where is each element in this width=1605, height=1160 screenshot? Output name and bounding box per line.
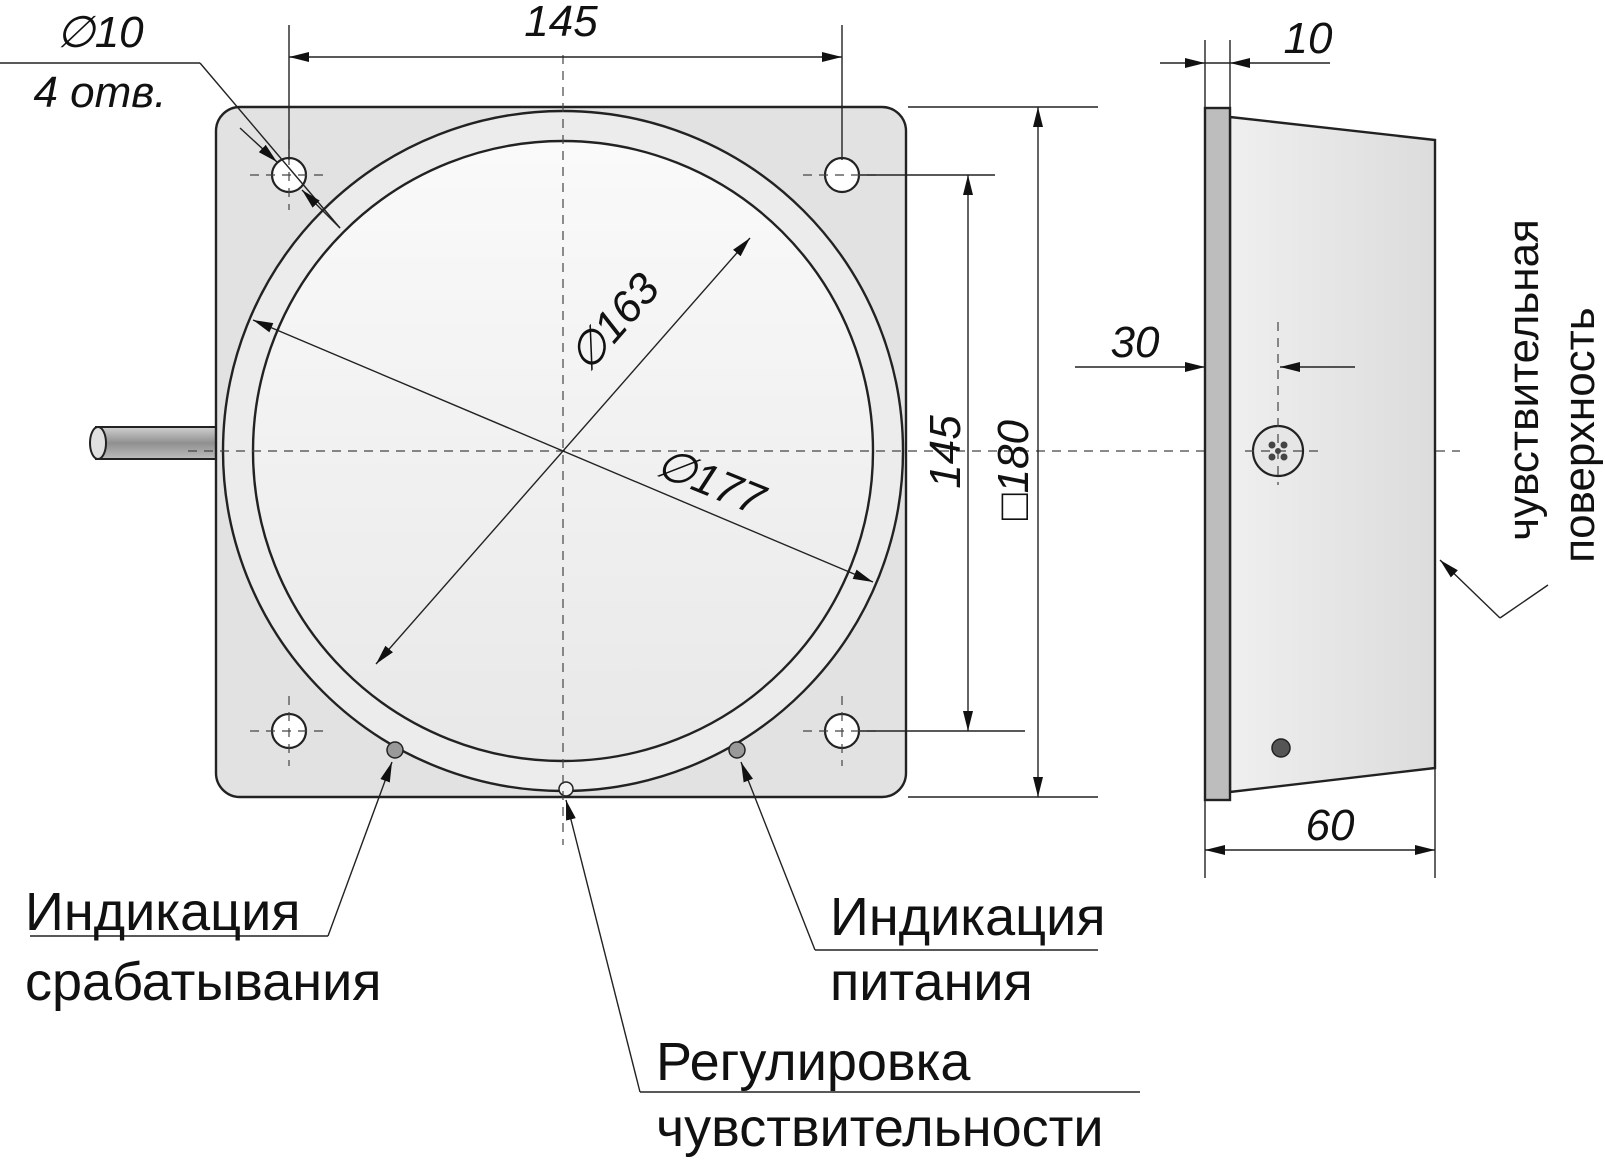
dim-text: 145: [524, 0, 598, 46]
screw-icon: [1271, 738, 1291, 758]
callout-sensing-surface: чувствительная поверхность: [1439, 219, 1604, 619]
label-sensitivity-adjust: Регулировка: [656, 1032, 971, 1092]
callout-sensitivity-adjust: Регулировка чувствительности: [565, 799, 1140, 1158]
label-sensitivity-adjust: чувствительности: [656, 1098, 1104, 1158]
dim-center-height: 30: [1075, 318, 1355, 372]
dim-text: 145: [921, 415, 970, 489]
dim-text: 4 отв.: [33, 68, 166, 117]
callout-trip-indication: Индикация срабатывания: [25, 761, 393, 1012]
label-sensing-surface: поверхность: [1555, 307, 1604, 562]
power-led-icon: [728, 741, 746, 759]
adjust-screw-icon: [558, 781, 574, 797]
dim-text: 10: [1284, 14, 1333, 63]
dim-square-size: □180: [908, 106, 1098, 798]
dim-hole-spacing-top: 145: [288, 0, 843, 160]
trip-led-icon: [386, 741, 404, 759]
dim-body-depth: 60: [1204, 768, 1436, 878]
dim-text: 60: [1306, 801, 1355, 850]
callout-power-indication: Индикация питания: [740, 761, 1105, 1012]
side-flange: [1203, 106, 1232, 802]
label-trip-indication: срабатывания: [25, 952, 381, 1012]
dim-hole-diameter: ∅10 4 отв.: [0, 8, 341, 229]
label-power-indication: Индикация: [830, 887, 1105, 947]
dim-text: 30: [1111, 318, 1160, 367]
dim-flange-thickness: 10: [1160, 14, 1333, 117]
dim-text: □180: [989, 419, 1038, 520]
front-view: 145 ∅10 4 отв. ∅163 ∅177 145: [0, 0, 1460, 1158]
label-power-indication: питания: [830, 952, 1033, 1012]
side-view: 10 30 60 чувствительная поверхность: [1075, 14, 1604, 878]
label-sensing-surface: чувствительная: [1499, 219, 1548, 541]
dim-hole-spacing-side: 145: [860, 174, 1025, 732]
dim-text: ∅10: [56, 8, 144, 57]
label-trip-indication: Индикация: [25, 882, 300, 942]
